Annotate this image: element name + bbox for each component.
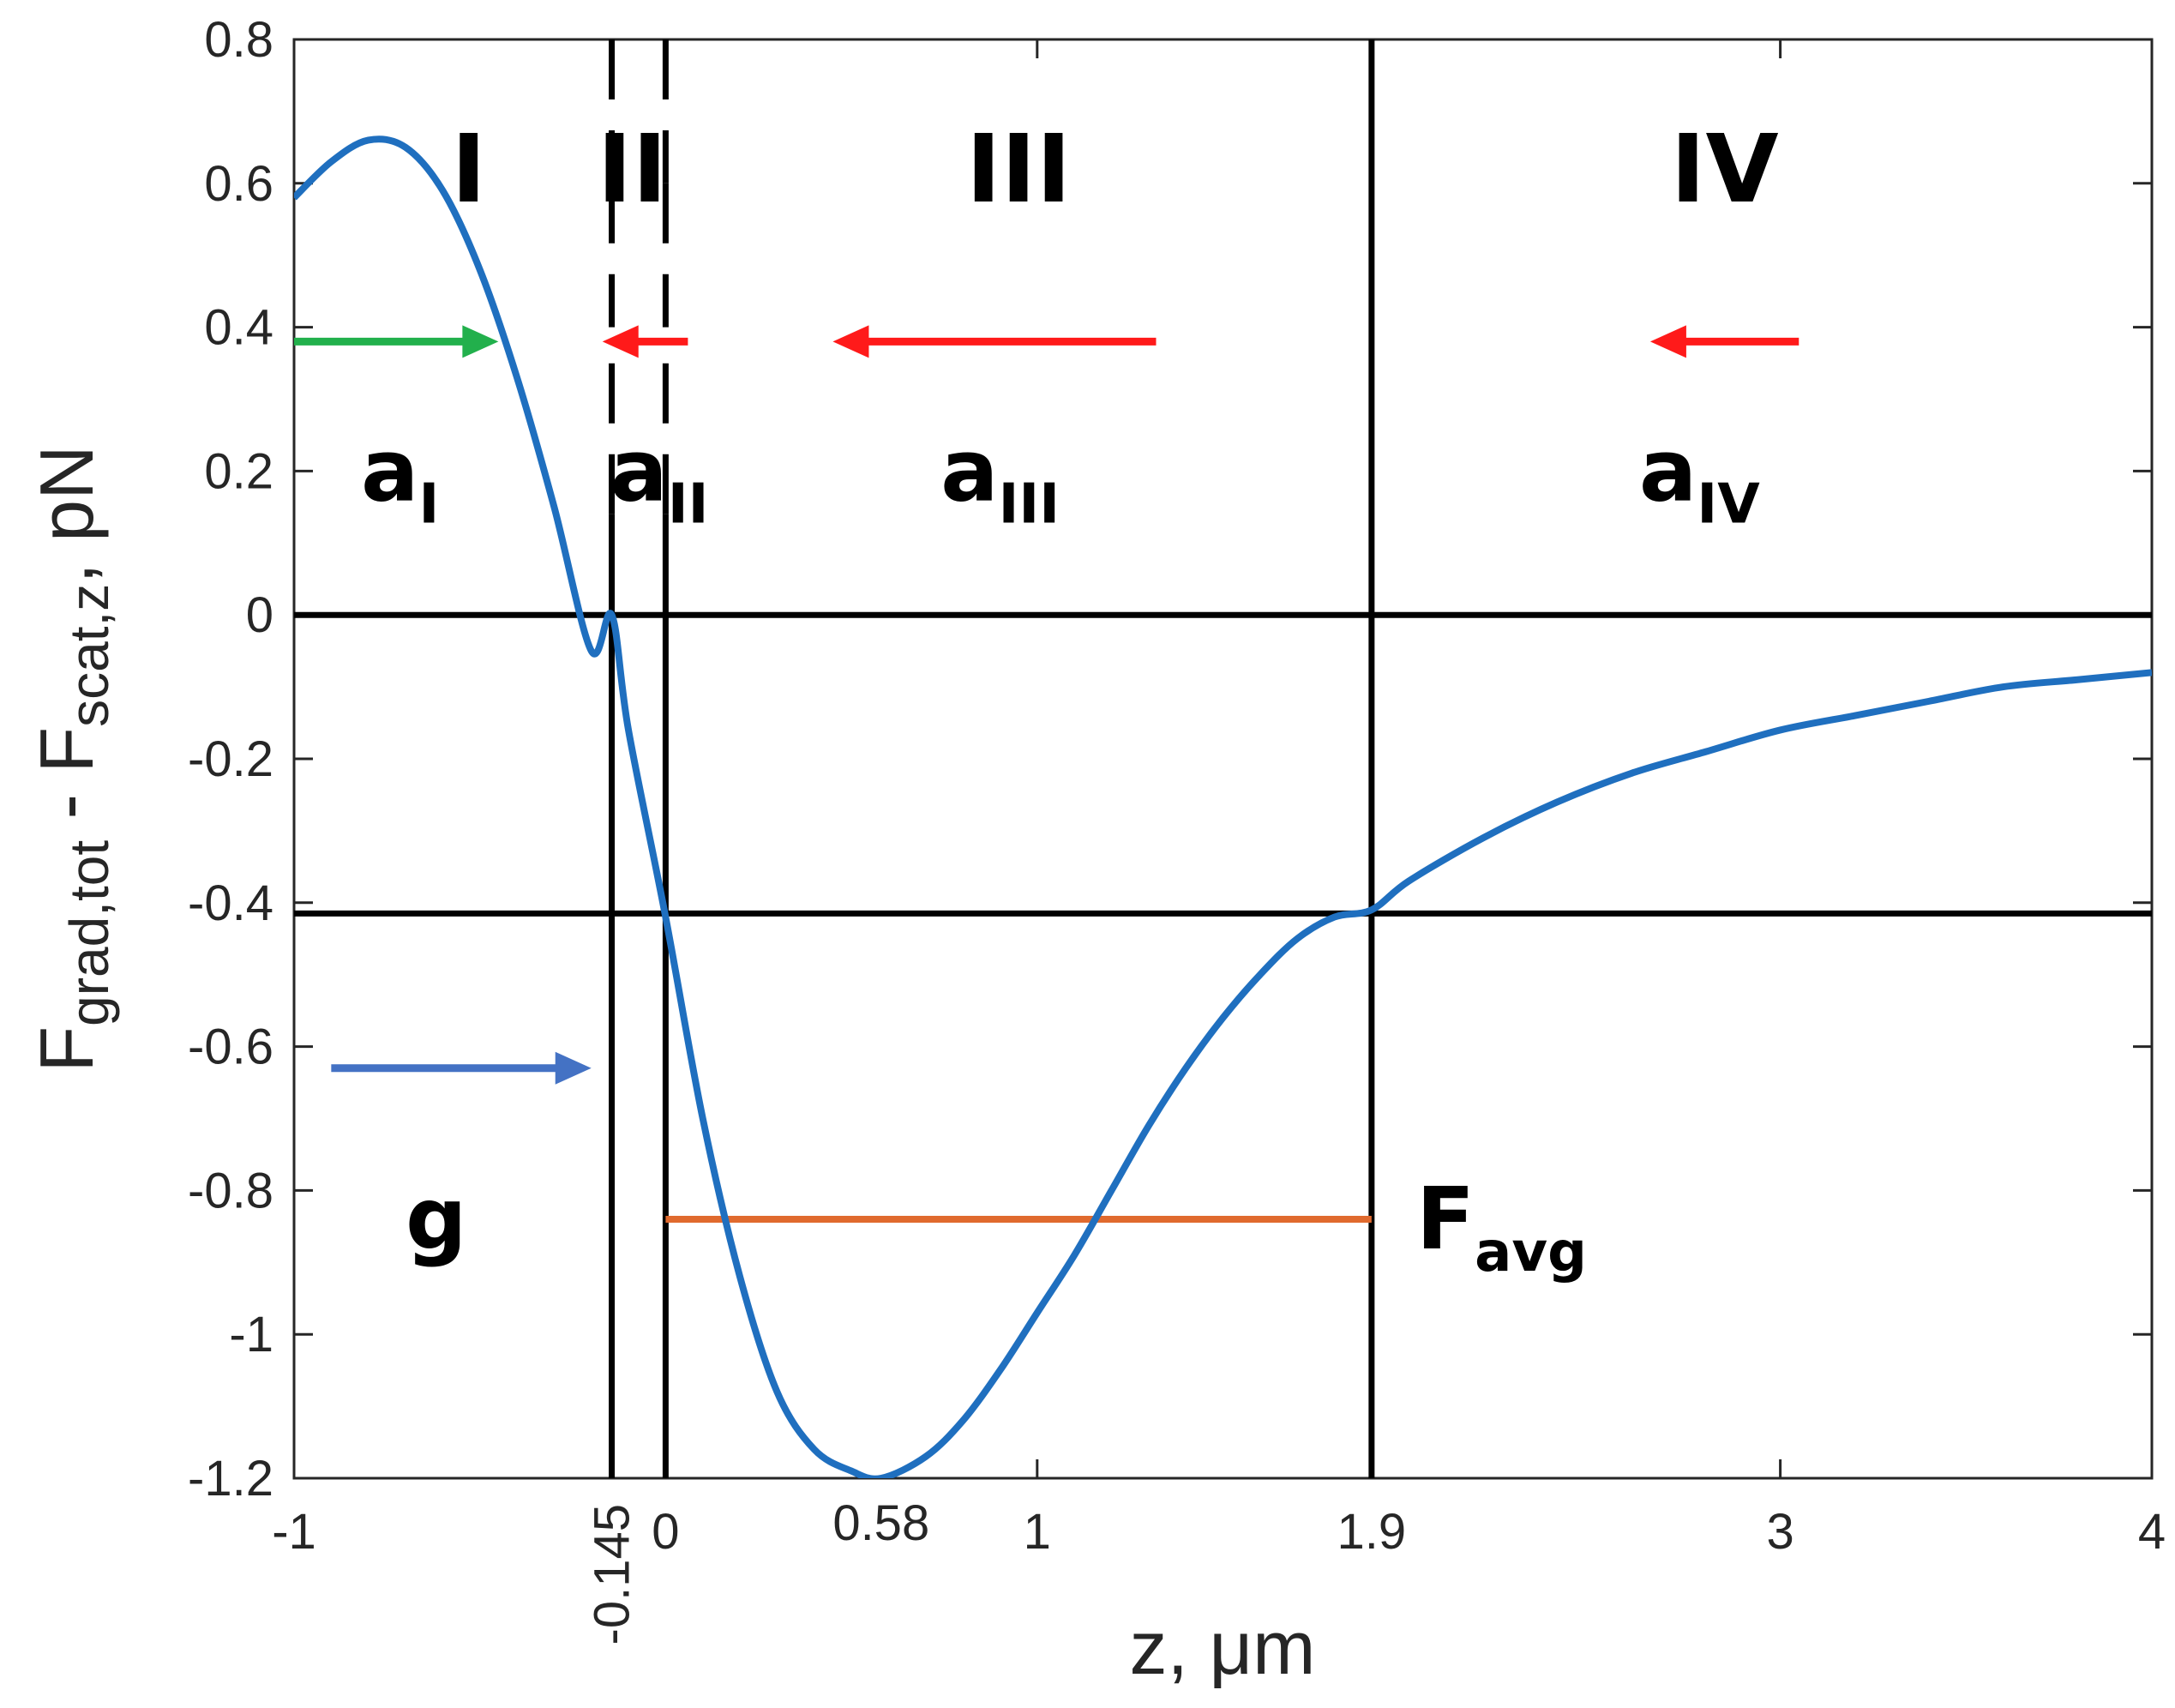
y-tick-label: 0.8 <box>204 12 273 68</box>
annotation-base: a <box>361 420 418 520</box>
x-axis-title: z, μm <box>1130 1605 1316 1690</box>
annotation-base: a <box>940 420 998 520</box>
y-tick-label: -1.2 <box>188 1451 273 1507</box>
region-label: II <box>597 114 667 224</box>
y-tick-label: 0.6 <box>204 156 273 212</box>
force-curve <box>294 135 2152 1478</box>
annotation-base: g <box>406 1169 467 1269</box>
annotation-subscript: III <box>999 472 1060 536</box>
y-title-mid: - F <box>24 727 109 840</box>
x-tick-label: 3 <box>1766 1504 1793 1560</box>
annotation-base: a <box>610 420 667 520</box>
direction-arrow <box>294 325 499 358</box>
annotation-label: g <box>406 1169 467 1269</box>
direction-arrow <box>602 325 688 358</box>
annotation-label: Favg <box>1416 1169 1587 1284</box>
y-tick-label: 0.2 <box>204 443 273 499</box>
annotation-subscript: II <box>668 472 709 536</box>
y-title-sub1: grad,tot <box>58 840 120 1026</box>
annotation-label: aIV <box>1639 420 1760 536</box>
y-tick-label: -1 <box>229 1307 273 1362</box>
annotation-label: aII <box>610 420 708 536</box>
direction-arrow <box>331 1051 592 1085</box>
region-label: IV <box>1671 114 1779 224</box>
x-extra-label: -0.145 <box>585 1504 640 1645</box>
reference-lines <box>294 39 2152 1478</box>
y-tick-label: 0 <box>246 587 273 643</box>
x-tick-label: 4 <box>2138 1504 2166 1560</box>
annotation-base: F <box>1416 1169 1475 1269</box>
y-tick-label: -0.8 <box>188 1163 273 1218</box>
region-label: I <box>451 114 486 224</box>
x-tick-label: -1 <box>272 1504 316 1560</box>
direction-arrow <box>832 325 1157 358</box>
annotation-label: aIII <box>940 420 1060 536</box>
annotation-subscript: avg <box>1475 1221 1587 1284</box>
y-tick-label: 0.4 <box>204 300 273 356</box>
y-title-sub2: scat,z <box>58 584 120 727</box>
y-tick-label: -0.2 <box>188 731 273 787</box>
annotation-subscript: I <box>418 472 439 536</box>
curve-layer <box>294 135 2152 1478</box>
y-tick-label: -0.4 <box>188 875 273 931</box>
x-extra-label: 0.58 <box>832 1495 929 1551</box>
axis-ticks: -1 0 1 1.9 3 4 -0.145 0.58 0.8 0.6 0.4 0.2 0 -0.2 -0.4… <box>188 12 2166 1645</box>
direction-arrow <box>1649 325 1799 358</box>
region-label: III <box>966 114 1072 224</box>
annotation-label: aI <box>361 420 439 536</box>
x-tick-label: 1.9 <box>1337 1504 1407 1560</box>
y-title-main: F <box>24 1026 109 1073</box>
x-tick-label: 0 <box>652 1504 679 1560</box>
y-title-tail: , pN <box>24 445 109 583</box>
x-tick-label: 1 <box>1024 1504 1051 1560</box>
plot-area <box>292 38 2154 1480</box>
y-axis-title: Fgrad,tot - Fscat,z, pN <box>24 445 120 1072</box>
annotation-subscript: IV <box>1697 472 1760 536</box>
annotation-base: a <box>1639 420 1697 520</box>
y-tick-label: -0.6 <box>188 1019 273 1075</box>
